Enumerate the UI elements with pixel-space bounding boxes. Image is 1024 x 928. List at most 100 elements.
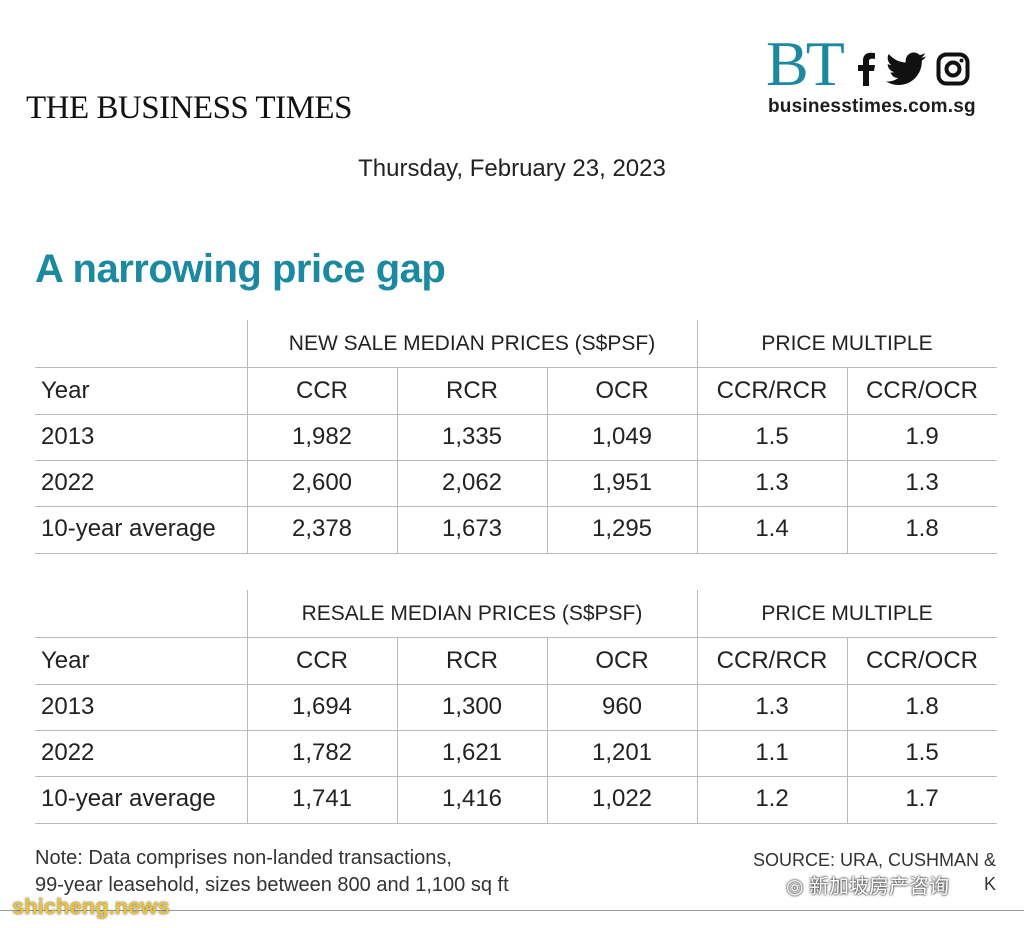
table-rule xyxy=(35,823,997,824)
col-ccr: CCR xyxy=(296,376,348,404)
new-sale-table: NEW SALE MEDIAN PRICES (S$PSF) PRICE MUL… xyxy=(35,320,997,554)
col-year: Year xyxy=(41,646,90,674)
cell-value: 2,600 xyxy=(291,469,353,496)
cell-value: 1.1 xyxy=(755,739,789,766)
col-ocr: OCR xyxy=(595,376,649,404)
row-label: 2013 xyxy=(41,423,95,450)
table-row: 2022 2,600 2,062 1,951 1.3 1.3 xyxy=(35,460,997,506)
col-rcr: RCR xyxy=(446,376,498,404)
cell-value: 1,673 xyxy=(441,515,503,542)
wechat-icon: ◎ xyxy=(786,876,804,898)
table-divider xyxy=(697,320,698,554)
col-ccr-ocr: CCR/OCR xyxy=(866,646,978,674)
cell-value: 1.3 xyxy=(755,693,789,720)
cell-value: 2,062 xyxy=(441,469,503,496)
table-divider xyxy=(547,637,548,824)
twitter-icon[interactable] xyxy=(886,52,926,86)
table-rule xyxy=(35,776,997,777)
facebook-icon[interactable] xyxy=(856,52,876,86)
watermark-left: shicheng.news xyxy=(12,894,170,919)
table-divider xyxy=(397,637,398,824)
cell-value: 1,335 xyxy=(441,423,503,450)
table-row: 2013 1,694 1,300 960 1.3 1.8 xyxy=(35,684,997,730)
cell-value: 1,416 xyxy=(441,785,503,812)
bt-logo[interactable]: BT xyxy=(766,28,845,99)
table-rule xyxy=(35,684,997,685)
table-row: 2022 1,782 1,621 1,201 1.1 1.5 xyxy=(35,730,997,776)
table-divider xyxy=(847,637,848,824)
col-ccr-ocr: CCR/OCR xyxy=(866,376,978,404)
group-header-row: RESALE MEDIAN PRICES (S$PSF) PRICE MULTI… xyxy=(35,590,997,637)
table-divider xyxy=(697,590,698,824)
row-label: 10-year average xyxy=(41,785,216,812)
row-label: 10-year average xyxy=(41,515,216,542)
table-row: 2013 1,982 1,335 1,049 1.5 1.9 xyxy=(35,414,997,460)
group-header-prices: NEW SALE MEDIAN PRICES (S$PSF) xyxy=(288,331,656,355)
brand-block: BT businesstimes.com.sg xyxy=(766,28,996,118)
watermark-right-text: 新加坡房产咨询 xyxy=(809,876,950,898)
footnote-line: Note: Data comprises non-landed transact… xyxy=(35,847,452,869)
cell-value: 1.5 xyxy=(905,739,939,766)
cell-value: 1,694 xyxy=(291,693,353,720)
publication-date: Thursday, February 23, 2023 xyxy=(358,155,666,182)
cell-value: 1,741 xyxy=(291,785,353,812)
col-ccr-rcr: CCR/RCR xyxy=(716,376,828,404)
cell-value: 1,022 xyxy=(591,785,653,812)
row-label: 2022 xyxy=(41,739,95,766)
cell-value: 1,621 xyxy=(441,739,503,766)
table-rule xyxy=(35,414,997,415)
table-rule xyxy=(35,460,997,461)
table-divider xyxy=(547,367,548,554)
social-icons xyxy=(856,52,970,86)
group-header-row: NEW SALE MEDIAN PRICES (S$PSF) PRICE MUL… xyxy=(35,320,997,367)
cell-value: 1.7 xyxy=(905,785,939,812)
table-divider xyxy=(847,367,848,554)
source-line: K xyxy=(983,874,996,894)
table-divider xyxy=(247,590,248,824)
footer-rule xyxy=(0,910,1024,911)
cell-value: 960 xyxy=(601,693,643,720)
cell-value: 1,201 xyxy=(591,739,653,766)
table-rule xyxy=(35,730,997,731)
row-label: 2022 xyxy=(41,469,95,496)
table-divider xyxy=(397,367,398,554)
cell-value: 1.9 xyxy=(905,423,939,450)
cell-value: 1.8 xyxy=(905,693,939,720)
group-header-multiple: PRICE MULTIPLE xyxy=(761,331,933,355)
cell-value: 2,378 xyxy=(291,515,353,542)
col-ccr-rcr: CCR/RCR xyxy=(716,646,828,674)
resale-table: RESALE MEDIAN PRICES (S$PSF) PRICE MULTI… xyxy=(35,590,997,824)
instagram-icon[interactable] xyxy=(936,52,970,86)
cell-value: 1.8 xyxy=(905,515,939,542)
col-ocr: OCR xyxy=(595,646,649,674)
source-line: SOURCE: URA, CUSHMAN & xyxy=(752,850,996,870)
table-row: 10-year average 1,741 1,416 1,022 1.2 1.… xyxy=(35,776,997,822)
source-credit: SOURCE: URA, CUSHMAN & K xyxy=(753,848,996,896)
column-header-row: Year CCR RCR OCR CCR/RCR CCR/OCR xyxy=(35,367,997,414)
masthead: THE BUSINESS TIMES xyxy=(26,90,352,126)
col-rcr: RCR xyxy=(446,646,498,674)
table-divider xyxy=(247,320,248,554)
table-rule xyxy=(35,367,997,368)
watermark-right: ◎ 新加坡房产咨询 xyxy=(786,870,949,899)
group-header-multiple: PRICE MULTIPLE xyxy=(761,601,933,625)
cell-value: 1.2 xyxy=(755,785,789,812)
cell-value: 1,782 xyxy=(291,739,353,766)
site-url[interactable]: businesstimes.com.sg xyxy=(768,96,976,117)
footnote-line: 99-year leasehold, sizes between 800 and… xyxy=(35,874,509,896)
table-rule xyxy=(35,506,997,507)
cell-value: 1.4 xyxy=(755,515,789,542)
row-label: 2013 xyxy=(41,693,95,720)
table-row: 10-year average 2,378 1,673 1,295 1.4 1.… xyxy=(35,506,997,552)
cell-value: 1,049 xyxy=(591,423,653,450)
group-header-prices: RESALE MEDIAN PRICES (S$PSF) xyxy=(301,601,643,625)
col-ccr: CCR xyxy=(296,646,348,674)
col-year: Year xyxy=(41,376,90,404)
footnote: Note: Data comprises non-landed transact… xyxy=(35,845,509,899)
table-rule xyxy=(35,553,997,554)
table-rule xyxy=(35,637,997,638)
cell-value: 1.3 xyxy=(905,469,939,496)
cell-value: 1,295 xyxy=(591,515,653,542)
cell-value: 1,982 xyxy=(291,423,353,450)
cell-value: 1,300 xyxy=(441,693,503,720)
